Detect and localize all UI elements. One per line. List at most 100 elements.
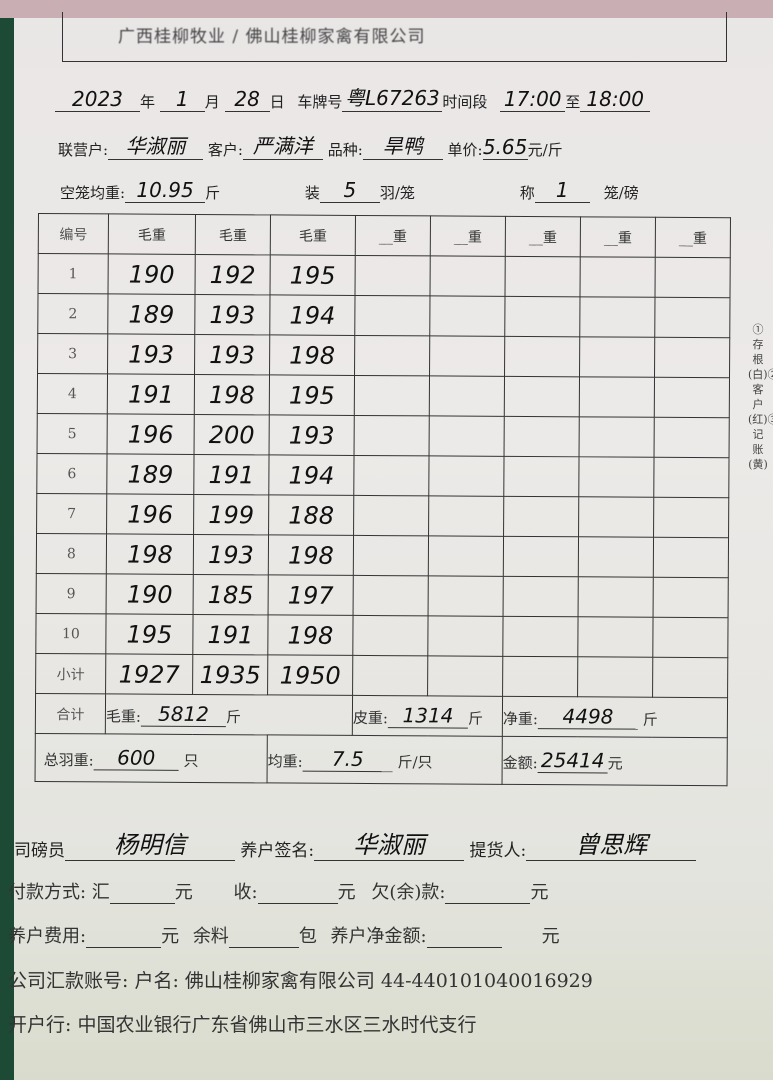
scale-value: 1 [534,178,590,203]
weight-cell [653,497,729,538]
weight-cell [352,615,429,656]
copy-note: ①存根(白)②客户(红)③记账(黄) [748,323,773,471]
weight-cell [354,295,431,336]
gross-cell: 毛重: 5812 斤 [105,693,353,736]
subtotal-cell [652,657,728,698]
weight-cell: 198 [106,533,194,575]
weight-cell [354,415,430,456]
weight-cell [503,456,580,497]
count-row: 总羽重: 600 只均重: 7.5 斤/只 金额: 25414 元 [35,733,728,786]
table-header: 编号 毛重 毛重 毛重 __重 __重 __重 __重 __重 [38,213,731,258]
weight-cell [428,455,505,497]
pickup-signature: 曾思辉 [526,825,697,861]
weight-cell: 191 [107,373,195,415]
pack-unit: 羽/笼 [379,184,415,202]
row-number: 1 [38,253,109,294]
amount-cell: 金额: 25414 元 [502,736,728,786]
subtotal-cell [427,655,503,697]
weight-cell: 191 [193,454,270,495]
weight-cell: 195 [270,254,356,296]
yuan: 元 [161,926,180,947]
row-number: 10 [35,613,107,654]
weight-cell [504,416,580,457]
weight-cell [579,416,655,458]
weight-column-header: __重 [655,217,731,258]
receipt-paper [14,0,773,1080]
weight-cell: 198 [267,614,354,656]
fee-blank [86,947,162,948]
payment-row: 付款方式: 汇 元 收: 元 欠(余)款: 元 [8,878,548,904]
weight-cell: 198 [269,334,355,376]
table-row: 7 196 199 188 [36,493,729,538]
weight-cell: 193 [193,534,269,575]
row-number: 3 [37,333,108,374]
weight-cell [578,536,654,578]
fee-row: 养户费用: 元 余料 包 养户净金额: 元 [8,922,560,948]
weight-cell [579,336,655,378]
feed-label: 余料 [192,926,229,947]
cage-value: 10.95 [125,178,206,203]
company-header: 广西桂柳牧业 / 佛山桂柳家禽有限公司 [118,27,426,47]
weight-cell: 198 [268,534,354,576]
scale-unit: 笼/磅 [603,184,639,202]
cage-unit: 斤 [205,184,221,202]
weight-cell [654,337,730,378]
year-label: 年 [140,93,156,111]
weight-cell [503,536,579,577]
pack-label: 装 [304,184,320,202]
net-value: 4498 [537,704,639,730]
weigher-label: 司磅员 [14,841,65,861]
weight-column-header: __重 [580,216,656,258]
customer-value: 严满洋 [242,130,323,160]
received-blank [257,903,338,904]
row-number: 2 [37,293,109,334]
weight-cell: 193 [107,333,195,375]
weight-cell: 197 [268,574,354,616]
weight-cell [654,257,731,298]
weight-cell: 189 [107,293,196,335]
subtotal-row: 小计 1927 1935 1950 [35,653,728,698]
gross-value: 5812 [140,701,227,728]
weight-cell: 195 [269,374,355,416]
weight-cell: 198 [194,374,270,415]
pickup-label: 提货人: [469,841,527,861]
weight-cell [353,495,429,536]
month-value: 1 [159,87,205,112]
remit-blank [109,903,175,904]
weight-cell [654,417,730,458]
total-label: 合计 [35,693,106,734]
weight-cell [503,496,579,537]
weight-cell [654,297,730,338]
time-to: 18:00 [580,87,651,112]
row-number: 4 [37,373,108,414]
farmer-signature: 华淑丽 [314,825,465,861]
weight-cell: 194 [269,294,356,336]
month-label: 月 [204,93,220,111]
method-label: 付款方式: 汇 [8,882,110,903]
weight-cell [428,495,504,537]
time-label: 时间段 [442,93,488,111]
partner-row: 联营户: 华淑丽 客户: 严满洋 品种: 旱鸭 单价:5.65元/斤 [58,130,563,160]
weight-cell: 193 [194,334,270,375]
weight-cell [652,617,729,658]
breed-value: 旱鸭 [362,130,443,160]
weight-cell [429,335,505,377]
weight-cell [577,616,654,658]
weight-cell [503,576,579,617]
weight-cell [504,296,580,337]
day-value: 28 [224,87,270,112]
year-value: 2023 [55,87,140,112]
weight-cell: 199 [193,494,269,535]
subtotal-cell: 1935 [192,654,268,695]
weight-cell [579,376,655,418]
table-row: 8 198 193 198 [36,533,729,578]
feed-blank [228,947,299,948]
cage-row: 空笼均重: 10.95 斤 装 5 羽/笼 称 1 笼/磅 [60,178,639,203]
weight-table: 编号 毛重 毛重 毛重 __重 __重 __重 __重 __重 1 190 192 195 2 189 193… [35,213,731,786]
weight-cell: 196 [106,493,194,535]
row-number: 6 [36,453,108,494]
count-cell: 总羽重: 600 只 [35,733,268,783]
total-row: 合计 毛重: 5812 斤皮重: 1314 斤净重: 4498 斤 [35,693,728,738]
tare-cell: 皮重: 1314 斤 [352,695,503,737]
weight-cell [430,255,506,297]
